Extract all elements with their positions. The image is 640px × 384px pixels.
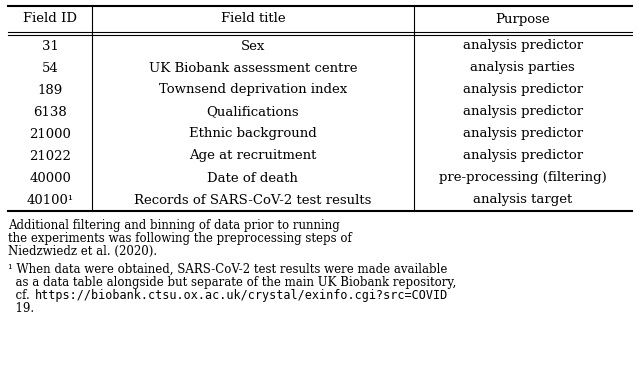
Text: UK Biobank assessment centre: UK Biobank assessment centre	[148, 61, 357, 74]
Text: analysis target: analysis target	[473, 194, 572, 207]
Text: Niedzwiedz et al. (2020).: Niedzwiedz et al. (2020).	[8, 245, 157, 258]
Text: cf.: cf.	[8, 289, 33, 302]
Text: 54: 54	[42, 61, 58, 74]
Text: 19.: 19.	[8, 302, 34, 315]
Text: analysis predictor: analysis predictor	[463, 127, 583, 141]
Text: Ethnic background: Ethnic background	[189, 127, 317, 141]
Text: 21000: 21000	[29, 127, 71, 141]
Text: pre-processing (filtering): pre-processing (filtering)	[439, 172, 607, 184]
Text: Townsend deprivation index: Townsend deprivation index	[159, 83, 347, 96]
Text: Qualifications: Qualifications	[207, 106, 300, 119]
Text: Field ID: Field ID	[23, 13, 77, 25]
Text: Age at recruitment: Age at recruitment	[189, 149, 317, 162]
Text: as a data table alongside but separate of the main UK Biobank repository,: as a data table alongside but separate o…	[8, 276, 456, 289]
Text: ¹ When data were obtained, SARS-CoV-2 test results were made available: ¹ When data were obtained, SARS-CoV-2 te…	[8, 263, 447, 276]
Text: 6138: 6138	[33, 106, 67, 119]
Text: the experiments was following the preprocessing steps of: the experiments was following the prepro…	[8, 232, 352, 245]
Text: Purpose: Purpose	[495, 13, 550, 25]
Text: Additional filtering and binning of data prior to running: Additional filtering and binning of data…	[8, 219, 340, 232]
Text: 40100¹: 40100¹	[26, 194, 74, 207]
Text: analysis predictor: analysis predictor	[463, 83, 583, 96]
Text: analysis parties: analysis parties	[470, 61, 575, 74]
Text: 189: 189	[38, 83, 63, 96]
Text: 21022: 21022	[29, 149, 71, 162]
Text: analysis predictor: analysis predictor	[463, 149, 583, 162]
Text: 31: 31	[42, 40, 58, 53]
Text: analysis predictor: analysis predictor	[463, 40, 583, 53]
Text: Records of SARS-CoV-2 test results: Records of SARS-CoV-2 test results	[134, 194, 372, 207]
Text: Sex: Sex	[241, 40, 265, 53]
Text: analysis predictor: analysis predictor	[463, 106, 583, 119]
Text: Field title: Field title	[221, 13, 285, 25]
Text: Date of death: Date of death	[207, 172, 298, 184]
Text: https://biobank.ctsu.ox.ac.uk/crystal/exinfo.cgi?src=COVID: https://biobank.ctsu.ox.ac.uk/crystal/ex…	[35, 289, 448, 302]
Text: 40000: 40000	[29, 172, 71, 184]
